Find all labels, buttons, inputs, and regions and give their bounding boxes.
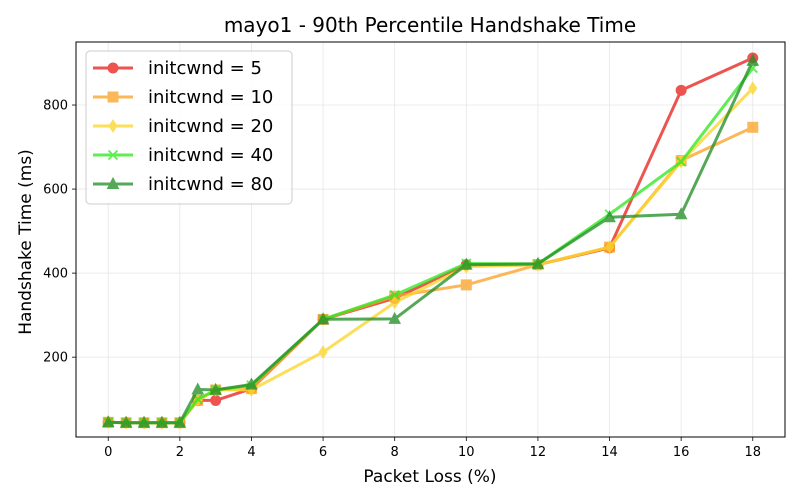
legend-entry: initcwnd = 10 — [93, 87, 273, 108]
legend-swatch — [93, 91, 133, 103]
data-point — [119, 415, 133, 428]
data-point — [748, 81, 758, 96]
x-tick-label: 12 — [530, 445, 547, 460]
data-point — [173, 415, 187, 428]
data-point — [155, 415, 169, 428]
legend-label: initcwnd = 5 — [148, 58, 262, 79]
data-point — [318, 345, 328, 360]
data-point — [389, 289, 400, 301]
x-tick-label: 0 — [104, 445, 112, 460]
legend-entry: initcwnd = 5 — [93, 58, 262, 79]
data-point — [676, 156, 687, 167]
legend-marker — [107, 149, 119, 161]
x-axis-label: Packet Loss (%) — [363, 467, 496, 487]
y-tick-label: 600 — [43, 183, 68, 198]
data-point — [245, 377, 258, 390]
x-tick-label: 18 — [744, 445, 761, 460]
legend-box — [85, 50, 293, 205]
legend-marker — [107, 91, 119, 103]
x-tick-label: 2 — [176, 445, 184, 460]
plot-frame — [75, 41, 786, 438]
legend-swatch — [93, 149, 133, 161]
legend-label: initcwnd = 40 — [148, 145, 273, 166]
y-tick-label: 800 — [43, 99, 68, 114]
data-point — [101, 415, 115, 428]
legend-swatch — [93, 176, 133, 189]
y-tick-label: 200 — [43, 351, 68, 366]
x-tick-label: 4 — [247, 445, 255, 460]
legend-swatch — [93, 119, 133, 133]
data-point — [316, 312, 330, 325]
data-point — [210, 394, 222, 406]
data-point — [674, 207, 688, 220]
y-axis: 200 400 600 800 — [43, 99, 76, 366]
legend-marker — [108, 119, 118, 133]
legend-swatch — [93, 62, 133, 74]
y-tick-label: 400 — [43, 267, 68, 282]
series-5 — [101, 53, 760, 428]
x-tick-label: 6 — [319, 445, 327, 460]
legend-label: initcwnd = 10 — [148, 87, 273, 108]
data-point — [191, 382, 205, 395]
data-point — [460, 279, 472, 291]
x-tick-label: 8 — [391, 445, 399, 460]
series-layer — [101, 52, 760, 430]
y-axis-label: Handshake Time (ms) — [16, 149, 36, 335]
legend-label: initcwnd = 20 — [148, 116, 273, 137]
data-point — [209, 382, 222, 395]
data-point — [747, 121, 759, 133]
x-tick-label: 16 — [673, 445, 690, 460]
legend-marker — [106, 176, 120, 189]
data-point — [675, 84, 687, 96]
data-point — [603, 210, 616, 223]
x-tick-label: 10 — [458, 445, 475, 460]
legend-entry: initcwnd = 80 — [93, 174, 273, 195]
data-point — [746, 53, 760, 66]
data-point — [388, 311, 402, 324]
legend-entry: initcwnd = 40 — [93, 145, 273, 166]
legend: initcwnd = 5 initcwnd = 10 initcwnd = 20 in… — [85, 50, 293, 205]
chart-title: mayo1 - 90th Percentile Handshake Time — [224, 13, 636, 37]
legend-label: initcwnd = 80 — [148, 174, 273, 195]
data-point — [137, 415, 151, 428]
data-point — [459, 257, 473, 270]
data-point — [604, 240, 615, 254]
x-tick-label: 14 — [601, 445, 618, 460]
data-point — [531, 256, 545, 269]
data-point — [390, 295, 400, 310]
legend-marker — [107, 62, 119, 74]
x-axis: 0 2 4 6 8 10 12 14 16 18 — [104, 437, 761, 460]
legend-entry: initcwnd = 20 — [93, 116, 273, 137]
